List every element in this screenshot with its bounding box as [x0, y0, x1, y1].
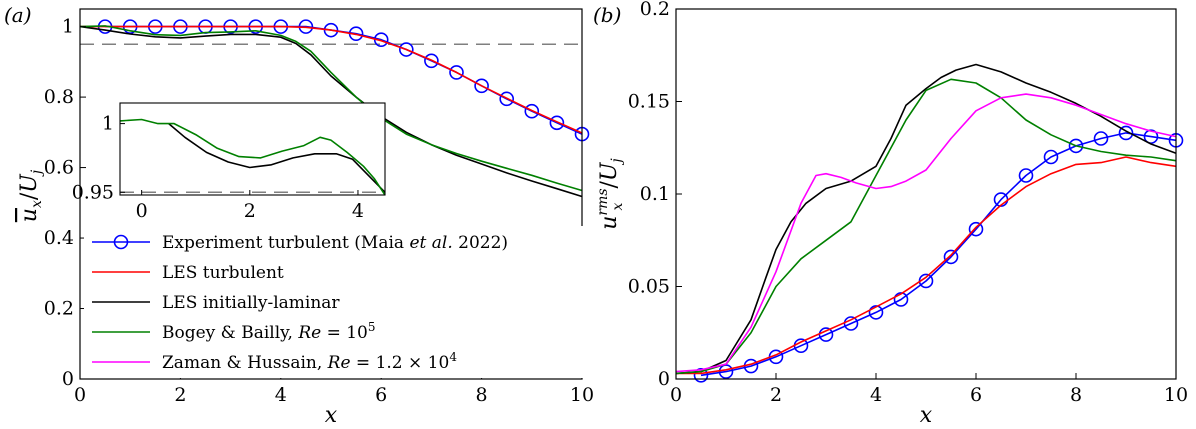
inset-series	[119, 118, 386, 196]
panel-a-xtick-label: 6	[375, 384, 387, 406]
svg-text:ux/Uj: ux/Uj	[17, 169, 45, 222]
panel-a-series-line-3	[79, 25, 583, 192]
legend-entry-label: Zaman & Hussain, Re = 1.2 × 104	[162, 350, 457, 373]
inset-chart: 0 2 4 0.95 1	[72, 102, 386, 222]
panel-b-xtick-label: 4	[870, 384, 882, 406]
inset-x-ticks: 0 2 4	[136, 190, 364, 222]
panel-a-ytick-label: 0.4	[44, 227, 74, 249]
panel-b-marker	[1018, 168, 1034, 183]
panel-b-ytick-label: 0.1	[640, 183, 670, 205]
panel-b-xtick-label: 2	[770, 384, 782, 406]
panel-a-xtick-label: 2	[174, 384, 186, 406]
panel-a-xlabel: x	[325, 403, 338, 428]
panel-b-frame	[675, 8, 1177, 380]
panel-b-series-line-4	[675, 93, 1177, 373]
panel-b-xtick-label: 8	[1070, 384, 1082, 406]
panel-b-marker	[1043, 149, 1059, 165]
panel-a-ytick-label: 1	[62, 16, 74, 38]
panel-a-xtick-label: 8	[476, 384, 488, 406]
panel-b-series-line-1	[676, 156, 1177, 375]
panel-b-xlabel: x	[920, 403, 933, 428]
panel-b-xtick-label: 0	[670, 384, 682, 406]
panel-a-ytick-label: 0	[62, 368, 74, 390]
panel-a-frame	[79, 8, 583, 380]
panel-b-marker	[968, 221, 984, 237]
panel-a-chart: (a) 0 2 4 6 8 10 0 0.2 0.4 0.6 0.8 1 x ux/Uj 0 2 4 0…	[4, 3, 594, 428]
panel-b-ytick-label: 0.05	[628, 276, 670, 298]
panel-a-label: (a)	[4, 3, 32, 27]
panel-a-ytick-label: 0.8	[44, 86, 74, 108]
panel-b-series	[675, 63, 1184, 383]
inset-background	[120, 103, 385, 195]
panel-b-ytick-label: 0.2	[640, 0, 670, 20]
panel-b-y-ticks: 0 0.05 0.1 0.15 0.2	[628, 0, 682, 390]
panel-a-marker	[398, 42, 414, 57]
legend-entry-label: LES initially-laminar	[162, 293, 340, 313]
panel-a-marker	[424, 53, 439, 69]
panel-b-chart: (b) 0 2 4 6 8 10 0 0.05 0.1 0.15 0.2 x urmsx/Uj	[593, 0, 1188, 428]
panel-b-marker	[1093, 131, 1109, 146]
ylabel-a-u: u	[17, 208, 42, 222]
panel-b-marker	[943, 249, 959, 265]
panel-b-x-ticks: 0 2 4 6 8 10	[670, 373, 1188, 406]
panel-b-xtick-label: 10	[1164, 384, 1188, 406]
panel-a-series	[79, 19, 590, 198]
panel-b-marker	[1118, 125, 1134, 141]
inset-ytick-label: 0.95	[72, 181, 114, 203]
panel-b-series-line-3	[675, 78, 1177, 375]
panel-b-label: (b)	[593, 3, 621, 27]
inset-ytick-label: 1	[102, 113, 114, 135]
svg-text:urmsx/Uj: urmsx/Uj	[595, 158, 626, 230]
legend-entry-label: Experiment turbulent (Maia et al. 2022)	[162, 233, 508, 253]
legend: Experiment turbulent (Maia et al. 2022) L…	[84, 226, 584, 378]
inset-series-line-1	[119, 118, 386, 196]
panel-a-ylabel: ux/Uj	[17, 169, 45, 222]
panel-a-marker	[524, 103, 540, 119]
panel-b-marker	[1068, 138, 1084, 154]
inset-xtick-label: 0	[136, 200, 148, 222]
inset-series-line-0	[168, 122, 386, 193]
panel-a-xtick-label: 0	[74, 384, 86, 406]
ylabel-a-sub: x	[29, 200, 45, 208]
panel-a-ytick-label: 0.6	[44, 157, 74, 179]
panel-a-xtick-label: 10	[570, 384, 594, 406]
panel-b-marker	[718, 364, 734, 379]
panel-b-ylabel: urmsx/Uj	[595, 158, 626, 230]
panel-a-marker	[449, 65, 464, 80]
panel-b-series-line-0	[700, 132, 1177, 377]
panel-a-series-line-2	[79, 25, 583, 198]
legend-entry-label: LES turbulent	[162, 263, 284, 283]
panel-a-y-ticks: 0 0.2 0.4 0.6 0.8 1	[44, 16, 86, 390]
legend-swatch-marker	[113, 234, 129, 250]
panel-a-series-line-1	[80, 25, 583, 134]
inset-xtick-label: 2	[244, 200, 256, 222]
panel-b-series-line-2	[675, 63, 1177, 375]
panel-a-ytick-label: 0.2	[44, 298, 74, 320]
panel-a-marker	[474, 78, 489, 94]
panel-b-marker	[693, 367, 709, 383]
inset-y-ticks: 0.95 1	[72, 113, 125, 203]
legend-background	[84, 226, 584, 378]
panel-a-xtick-label: 4	[275, 384, 287, 406]
inset-frame	[119, 102, 386, 196]
panel-a-marker	[499, 91, 515, 107]
inset-xtick-label: 4	[352, 200, 364, 222]
panel-b-ytick-label: 0	[658, 368, 670, 390]
panel-b-ytick-label: 0.15	[628, 91, 670, 113]
legend-entry-label: Bogey & Bailly, Re = 105	[162, 320, 376, 343]
panel-b-xtick-label: 6	[970, 384, 982, 406]
panel-b-marker	[868, 305, 884, 320]
panel-a-marker	[549, 115, 565, 131]
